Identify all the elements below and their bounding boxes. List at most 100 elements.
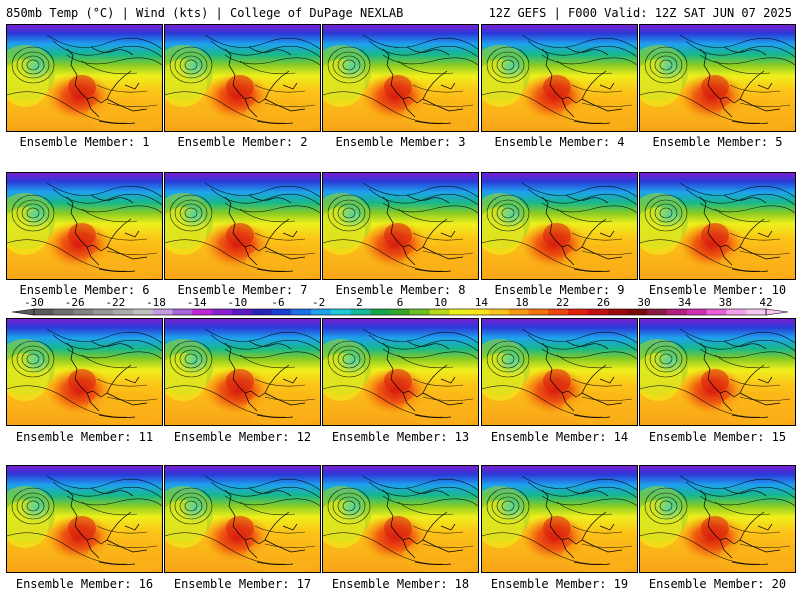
colorbar-swatch bbox=[607, 309, 628, 315]
ensemble-map-panel bbox=[322, 318, 479, 426]
ensemble-member-label: Ensemble Member: 19 bbox=[490, 577, 629, 591]
ensemble-member-label: Ensemble Member: 9 bbox=[494, 283, 625, 297]
colorbar-max-arrow bbox=[765, 308, 789, 316]
ensemble-member-label: Ensemble Member: 12 bbox=[173, 430, 312, 444]
colorbar-tick-label: 2 bbox=[356, 296, 363, 309]
colorbar-swatch bbox=[53, 309, 74, 315]
colorbar-swatch bbox=[449, 309, 470, 315]
ensemble-map-panel bbox=[164, 465, 321, 573]
ensemble-member-label: Ensemble Member: 10 bbox=[648, 283, 787, 297]
colorbar-swatch bbox=[34, 309, 55, 315]
colorbar-swatch bbox=[330, 309, 351, 315]
ensemble-member-label: Ensemble Member: 16 bbox=[15, 577, 154, 591]
ensemble-map-panel bbox=[481, 24, 638, 132]
colorbar-tick-label: 22 bbox=[556, 296, 569, 309]
ensemble-member-label: Ensemble Member: 8 bbox=[335, 283, 466, 297]
colorbar-tick-label: -22 bbox=[105, 296, 125, 309]
ensemble-map-panel bbox=[639, 24, 796, 132]
ensemble-member-label: Ensemble Member: 6 bbox=[19, 283, 150, 297]
colorbar-swatch bbox=[73, 309, 94, 315]
colorbar-swatch bbox=[251, 309, 272, 315]
ensemble-map-panel bbox=[639, 318, 796, 426]
colorbar-tick-label: 18 bbox=[515, 296, 528, 309]
colorbar-min-arrow bbox=[11, 308, 35, 316]
colorbar-swatch bbox=[489, 309, 510, 315]
colorbar-swatch bbox=[548, 309, 569, 315]
ensemble-member-label: Ensemble Member: 4 bbox=[494, 135, 625, 149]
colorbar-swatch bbox=[429, 309, 450, 315]
colorbar-outline bbox=[33, 308, 767, 316]
ensemble-member-label: Ensemble Member: 11 bbox=[15, 430, 154, 444]
ensemble-member-label: Ensemble Member: 1 bbox=[19, 135, 150, 149]
colorbar-swatch bbox=[132, 309, 154, 315]
colorbar-swatch bbox=[350, 309, 371, 315]
colorbar-tick-label: 14 bbox=[475, 296, 489, 309]
ensemble-map-panel bbox=[6, 318, 163, 426]
colorbar-swatch bbox=[627, 309, 648, 315]
colorbar-swatch bbox=[291, 309, 312, 315]
colorbar-swatch bbox=[212, 309, 233, 315]
colorbar-tick-label: -2 bbox=[312, 296, 325, 309]
colorbar-swatch bbox=[587, 309, 609, 315]
colorbar-swatch bbox=[231, 309, 253, 315]
colorbar-swatch bbox=[390, 309, 411, 315]
colorbar-swatch bbox=[271, 309, 292, 315]
colorbar-tick-label: 10 bbox=[434, 296, 447, 309]
colorbar-swatch bbox=[152, 309, 173, 315]
ensemble-map-panel bbox=[6, 172, 163, 280]
colorbar-swatch bbox=[706, 309, 727, 315]
colorbar-swatch bbox=[93, 309, 114, 315]
ensemble-map-panel bbox=[322, 172, 479, 280]
colorbar-swatch bbox=[667, 309, 688, 315]
colorbar-swatch bbox=[746, 309, 767, 315]
colorbar-swatch bbox=[508, 309, 529, 315]
ensemble-map-panel bbox=[639, 172, 796, 280]
colorbar-tick-label: 6 bbox=[397, 296, 404, 309]
colorbar-tick-label: -10 bbox=[227, 296, 247, 309]
ensemble-map-panel bbox=[322, 465, 479, 573]
colorbar-swatch bbox=[647, 309, 668, 315]
ensemble-map-panel bbox=[6, 24, 163, 132]
colorbar-swatch bbox=[686, 309, 708, 315]
colorbar-tick-label: 26 bbox=[597, 296, 610, 309]
colorbar-tick-label: 34 bbox=[678, 296, 692, 309]
colorbar-tick-label: 42 bbox=[759, 296, 772, 309]
colorbar-swatch bbox=[192, 309, 213, 315]
ensemble-map-panel bbox=[481, 318, 638, 426]
ensemble-member-label: Ensemble Member: 13 bbox=[331, 430, 470, 444]
ensemble-member-label: Ensemble Member: 2 bbox=[177, 135, 308, 149]
temperature-colorbar: -30 -26 -22 -18 -14 -10 -6 -2 2 6 10 14 18 22 26 30 34 38… bbox=[11, 296, 789, 316]
ensemble-map-panel bbox=[164, 318, 321, 426]
colorbar-tick-label: -26 bbox=[65, 296, 85, 309]
ensemble-member-label: Ensemble Member: 17 bbox=[173, 577, 312, 591]
colorbar-tick-label: 30 bbox=[637, 296, 650, 309]
colorbar-swatch bbox=[568, 309, 589, 315]
colorbar-swatch bbox=[370, 309, 391, 315]
colorbar-tick-label: -14 bbox=[187, 296, 207, 309]
ensemble-map-panel bbox=[6, 465, 163, 573]
map-title: 850mb Temp (°C) | Wind (kts) | College o… bbox=[6, 6, 404, 20]
colorbar-tick-label: -6 bbox=[271, 296, 284, 309]
ensemble-map-panel bbox=[639, 465, 796, 573]
ensemble-map-panel bbox=[322, 24, 479, 132]
ensemble-member-label: Ensemble Member: 3 bbox=[335, 135, 466, 149]
colorbar-swatch bbox=[726, 309, 747, 315]
ensemble-member-label: Ensemble Member: 14 bbox=[490, 430, 629, 444]
colorbar-swatch bbox=[113, 309, 134, 315]
ensemble-map-panel bbox=[164, 172, 321, 280]
ensemble-member-label: Ensemble Member: 7 bbox=[177, 283, 308, 297]
ensemble-map-panel bbox=[164, 24, 321, 132]
ensemble-member-label: Ensemble Member: 18 bbox=[331, 577, 470, 591]
colorbar-swatch bbox=[310, 309, 332, 315]
colorbar-swatch bbox=[409, 309, 431, 315]
model-run-label: 12Z GEFS | F000 Valid: 12Z SAT JUN 07 20… bbox=[488, 6, 792, 20]
colorbar-tick-label: 38 bbox=[719, 296, 732, 309]
colorbar-tick-label: -30 bbox=[24, 296, 44, 309]
ensemble-map-panel bbox=[481, 465, 638, 573]
colorbar-swatch bbox=[172, 309, 193, 315]
ensemble-member-label: Ensemble Member: 20 bbox=[648, 577, 787, 591]
colorbar-swatch bbox=[528, 309, 549, 315]
colorbar-swatch bbox=[469, 309, 490, 315]
ensemble-map-panel bbox=[481, 172, 638, 280]
ensemble-member-label: Ensemble Member: 5 bbox=[652, 135, 783, 149]
